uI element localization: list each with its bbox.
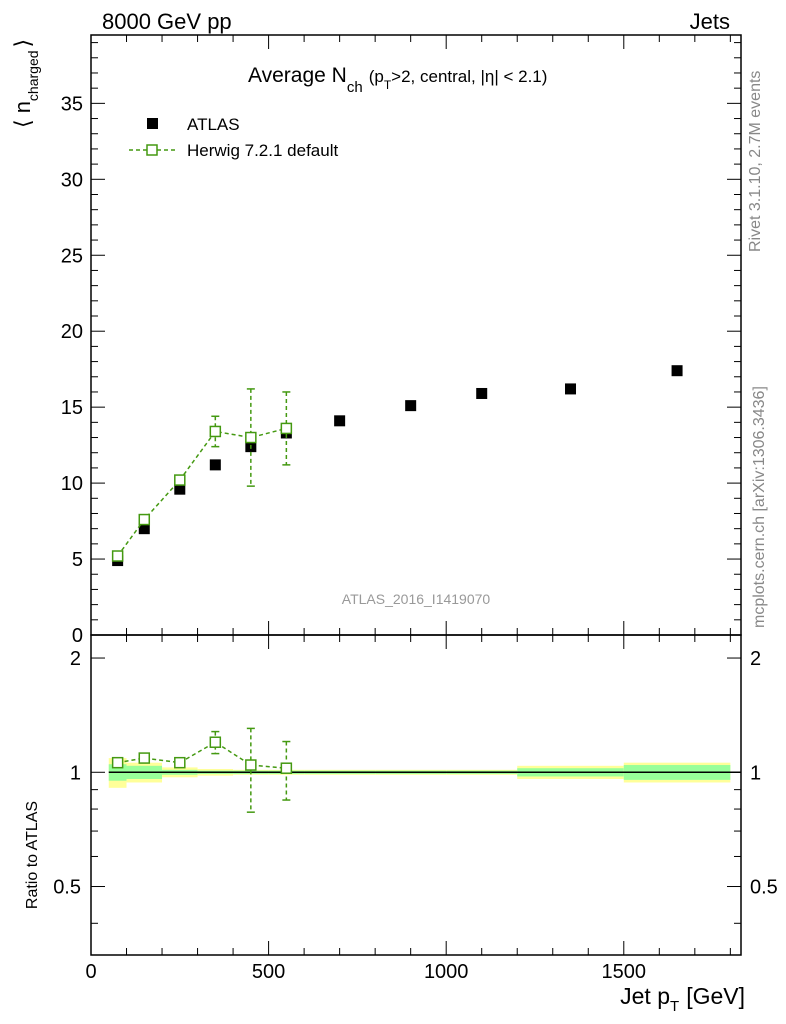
main-ytick-label: 35 <box>61 93 83 115</box>
legend-herwig-marker <box>146 144 158 156</box>
x-tick-label: 1500 <box>602 961 647 983</box>
atlas-point <box>138 523 150 535</box>
ratio-ytick-label-left: 2 <box>70 648 81 670</box>
main-ytick-label: 25 <box>61 245 83 267</box>
herwig-point <box>245 431 257 444</box>
mcplots-label: mcplots.cern.ch [arXiv:1306.3436] <box>751 386 768 628</box>
atlas-point <box>405 400 417 412</box>
main-title-main: Average N <box>248 64 347 87</box>
main-ylabel-sub: charged <box>25 50 41 101</box>
main-ytick-label: 20 <box>61 321 83 343</box>
main-ytick-label: 15 <box>61 397 83 419</box>
main-ytick-label: 30 <box>61 169 83 191</box>
main-ylabel-right: ⟩ <box>10 39 35 48</box>
x-tick-label: 1000 <box>424 961 469 983</box>
herwig-point <box>280 422 293 435</box>
ratio-ytick-label-right: 0.5 <box>750 877 778 899</box>
legend: ATLAS Herwig 7.2.1 default <box>129 115 338 160</box>
header-right: Jets <box>690 9 730 34</box>
atlas-point <box>476 387 488 399</box>
x-axis-label: Jet pT [GeV] <box>620 983 745 1015</box>
herwig-point <box>138 513 151 526</box>
main-title-sub: ch <box>347 79 363 96</box>
main-ylabel-left: ⟨ n <box>10 101 35 128</box>
legend-atlas-label: ATLAS <box>187 115 240 134</box>
ratio-herwig-point <box>138 752 151 764</box>
ratio-ytick-label-right: 2 <box>750 648 761 670</box>
herwig-point <box>111 550 124 562</box>
herwig-point <box>174 474 186 486</box>
x-tick-label: 0 <box>85 961 96 983</box>
atlas-point <box>174 483 186 495</box>
ratio-frame <box>90 634 742 956</box>
ratio-marks <box>111 727 293 813</box>
ratio-ytick-label-left: 0.5 <box>53 877 81 899</box>
x-axis-label-main: Jet p <box>620 983 670 1009</box>
analysis-id: ATLAS_2016_I1419070 <box>342 591 491 607</box>
ratio-bands <box>108 758 741 788</box>
x-tick-label: 500 <box>252 961 285 983</box>
ratio-herwig-point <box>245 759 257 771</box>
ratio-ytick-label-left: 1 <box>70 762 81 784</box>
main-title: Average Nch (pT>2, central, |η| < 2.1) <box>248 64 547 96</box>
main-title-rest-b: >2, central, |η| < 2.1) <box>391 67 547 86</box>
main-ytick-label: 5 <box>72 549 83 571</box>
ratio-herwig-point <box>174 756 186 769</box>
atlas-point <box>209 459 221 471</box>
main-ytick-label: 0 <box>72 625 83 647</box>
ratio-herwig-point <box>280 762 293 774</box>
header-left: 8000 GeV pp <box>102 9 232 34</box>
main-axes: 0 5 10 15 20 25 30 35 <box>61 35 741 647</box>
atlas-point <box>671 365 683 377</box>
legend-atlas-marker <box>147 118 158 129</box>
herwig-point <box>209 425 222 438</box>
main-title-rest-a: (p <box>369 67 384 86</box>
main-marks <box>111 365 683 567</box>
x-axis-label-sub: T <box>670 998 679 1015</box>
main-ytick-label: 10 <box>61 473 83 495</box>
ratio-herwig-point <box>209 736 222 748</box>
ratio-ylabel: Ratio to ATLAS <box>24 801 41 909</box>
ratio-axes: 0 500 1000 1500 0.5 0.5 1 1 2 2 <box>53 635 778 983</box>
atlas-point <box>565 383 577 395</box>
ratio-ytick-label-right: 1 <box>750 762 761 784</box>
main-ylabel: ⟨ ncharged ⟩ <box>10 39 41 128</box>
atlas-point <box>334 415 346 427</box>
x-axis-label-rest: [GeV] <box>686 983 745 1009</box>
rivet-label: Rivet 3.1.10, 2.7M events <box>747 71 764 252</box>
ratio-herwig-point <box>111 756 124 769</box>
herwig-line <box>117 427 287 557</box>
main-title-rest-sub: T <box>384 78 392 92</box>
legend-herwig-label: Herwig 7.2.1 default <box>187 141 338 160</box>
